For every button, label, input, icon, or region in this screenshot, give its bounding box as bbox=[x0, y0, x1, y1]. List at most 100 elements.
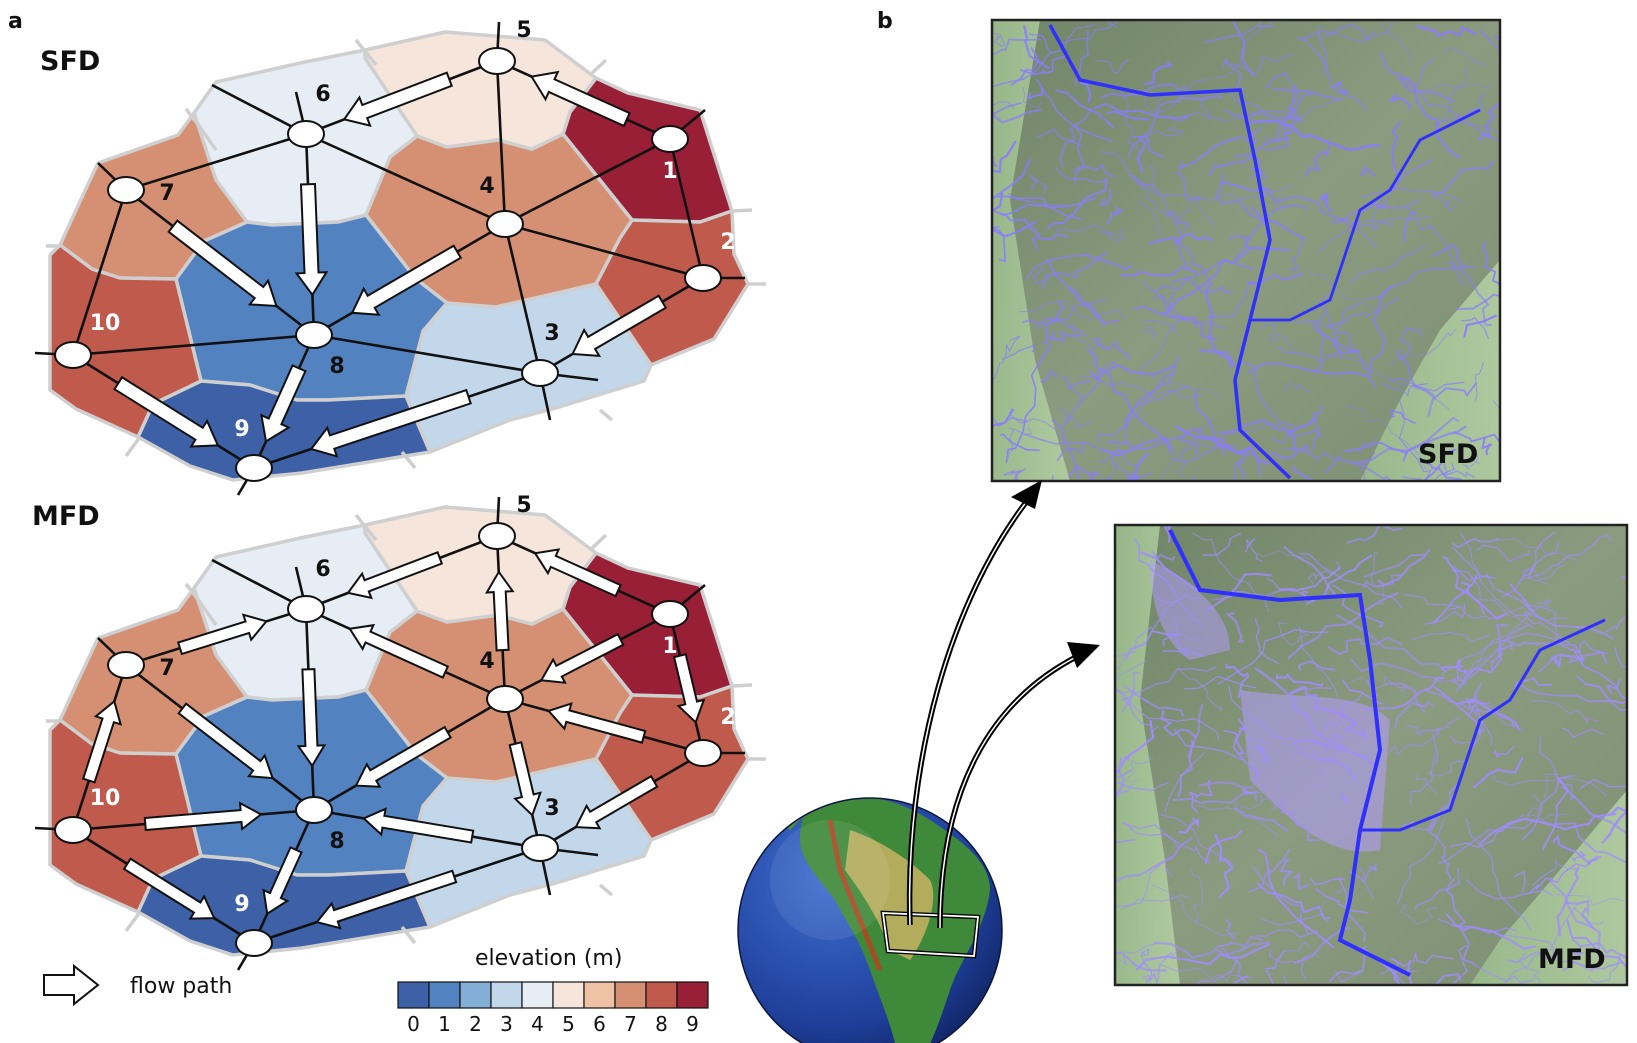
sfd-node-label-7: 7 bbox=[159, 181, 174, 206]
mfd-node-5 bbox=[478, 522, 516, 550]
sfd-edge-6-4 bbox=[305, 132, 506, 226]
sfd-flow-arrow-2-to-3 bbox=[571, 294, 668, 358]
sfd-flow-arrow-10-to-9 bbox=[113, 375, 220, 448]
sfd-edge-5-4 bbox=[495, 60, 507, 225]
mfd-flow-arrow-10-to-9 bbox=[122, 857, 216, 920]
sfd-edge-6-7 bbox=[125, 132, 307, 192]
mfd-flow-arrow-1-to-2 bbox=[672, 653, 706, 725]
sfd-node-label-2: 2 bbox=[720, 230, 735, 255]
flow-path-legend: flow path bbox=[43, 963, 232, 1007]
mfd-node-label-6: 6 bbox=[315, 557, 330, 582]
sfd-node-label-5: 5 bbox=[516, 18, 531, 43]
sfd-flow-arrow-8-to-9 bbox=[260, 364, 307, 444]
sfd-node-3 bbox=[521, 359, 559, 387]
connector-to-sfd-map-outline bbox=[908, 496, 1031, 926]
sfd-flow-arrow-3-to-9 bbox=[309, 388, 472, 458]
mfd-flow-arrow-1-to-4 bbox=[539, 632, 625, 684]
mfd-boundary-tick bbox=[588, 533, 608, 552]
connector-to-mfd-map-outline bbox=[939, 654, 1081, 929]
mfd-flow-arrow-4-to-8 bbox=[354, 725, 453, 788]
mfd-map-frame bbox=[1113, 523, 1629, 987]
sfd-edge-1-2 bbox=[668, 138, 705, 279]
colorbar-tick-label: 6 bbox=[593, 1012, 606, 1036]
colorbar-tick-label: 4 bbox=[531, 1012, 544, 1036]
mfd-boundary-tick bbox=[731, 683, 753, 688]
colorbar-swatch bbox=[676, 981, 709, 1009]
sfd-boundary-tick bbox=[184, 107, 202, 129]
mfd-map-label: MFD bbox=[1538, 944, 1606, 975]
sfd-boundary-tick bbox=[598, 408, 614, 422]
colorbar-swatch bbox=[490, 981, 523, 1009]
mfd-node-label-10: 10 bbox=[90, 786, 121, 811]
connector-to-sfd-map-head bbox=[1011, 480, 1042, 509]
sfd-node-1 bbox=[651, 125, 689, 153]
mfd-flow-arrow-5-to-6 bbox=[346, 551, 444, 600]
mfd-flow-arrow-7-to-6 bbox=[176, 613, 269, 656]
sfd-node-7 bbox=[107, 176, 145, 204]
sfd-node-2 bbox=[684, 264, 722, 292]
sfd-flow-arrow-7-to-8 bbox=[167, 219, 278, 308]
globe bbox=[737, 797, 1003, 1043]
colorbar-tick-label: 3 bbox=[500, 1012, 513, 1036]
mfd-node-label-2: 2 bbox=[720, 705, 735, 730]
mfd-flow-arrow-10-to-7 bbox=[81, 699, 123, 784]
colorbar-tick-label: 8 bbox=[655, 1012, 668, 1036]
mfd-node-label-3: 3 bbox=[544, 796, 559, 821]
mfd-node-10 bbox=[54, 816, 92, 844]
mfd-node-9 bbox=[235, 929, 273, 957]
mfd-flow-arrow-6-to-8 bbox=[296, 668, 327, 768]
sfd-map-panel: SFD bbox=[990, 18, 1502, 483]
sfd-node-6 bbox=[287, 120, 325, 148]
sfd-flow-arrows bbox=[113, 70, 668, 458]
panel-label-b: b bbox=[877, 9, 893, 34]
sfd-flow-arrow-5-to-6 bbox=[342, 71, 453, 128]
sfd-node-label-10: 10 bbox=[90, 311, 121, 336]
elevation-colorbar-title: elevation (m) bbox=[475, 946, 622, 971]
mfd-flow-arrow-10-to-8 bbox=[143, 801, 263, 832]
mfd-node-8 bbox=[295, 796, 333, 824]
sfd-flow-arrow-1-to-5 bbox=[529, 70, 631, 128]
sfd-boundary-tick bbox=[588, 58, 608, 77]
mfd-boundary-tick bbox=[354, 513, 378, 542]
sfd-node-label-8: 8 bbox=[329, 354, 344, 379]
sfd-map-frame bbox=[990, 18, 1502, 483]
sfd-edge-3-8 bbox=[313, 333, 541, 375]
colorbar-swatch bbox=[459, 981, 492, 1009]
sfd-diagram: 1 2 3 4 5 6 7 8 9 10 bbox=[34, 18, 766, 496]
sfd-edge-stub bbox=[211, 83, 307, 136]
mfd-boundary-tick bbox=[598, 883, 614, 897]
colorbar-swatch bbox=[614, 981, 647, 1009]
colorbar-tick-label: 0 bbox=[407, 1012, 420, 1036]
mfd-flow-arrows bbox=[81, 548, 706, 930]
sfd-edge-7-10 bbox=[71, 189, 128, 356]
mfd-node-label-8: 8 bbox=[329, 829, 344, 854]
panel-label-a: a bbox=[8, 9, 23, 34]
colorbar-tick-label: 7 bbox=[624, 1012, 637, 1036]
mfd-diagram: 1 2 3 4 5 6 7 8 9 10 bbox=[34, 493, 766, 971]
colorbar-tick-label: 1 bbox=[438, 1012, 451, 1036]
mfd-flow-arrow-2-to-4 bbox=[546, 702, 647, 744]
colorbar-swatch bbox=[521, 981, 554, 1009]
sfd-node-8 bbox=[295, 321, 333, 349]
mfd-diagram-title: MFD bbox=[32, 501, 100, 532]
mfd-node-2 bbox=[684, 739, 722, 767]
sfd-edge-4-1 bbox=[504, 137, 671, 226]
mfd-nodes: 1 2 3 4 5 6 7 8 9 10 bbox=[54, 493, 736, 957]
sfd-node-5 bbox=[478, 47, 516, 75]
sfd-node-label-9: 9 bbox=[234, 417, 249, 442]
sfd-node-9 bbox=[235, 454, 273, 482]
sfd-node-4 bbox=[486, 210, 524, 238]
mfd-flow-arrow-4-to-6 bbox=[348, 623, 450, 679]
sfd-diagram-title: SFD bbox=[40, 46, 100, 77]
sfd-nodes: 1 2 3 4 5 6 7 8 9 10 bbox=[54, 18, 736, 482]
sfd-edge-4-2 bbox=[504, 222, 704, 280]
sfd-map-label: SFD bbox=[1418, 439, 1478, 470]
sfd-boundary-tick bbox=[354, 38, 378, 67]
mfd-flow-arrow-3-to-8 bbox=[361, 807, 475, 844]
mfd-boundary-tick bbox=[184, 582, 202, 604]
sfd-flow-arrow-4-to-8 bbox=[350, 244, 463, 316]
colorbar-swatch bbox=[428, 981, 461, 1009]
sfd-node-label-1: 1 bbox=[662, 159, 677, 184]
connector-to-mfd-map-head bbox=[1067, 642, 1100, 668]
